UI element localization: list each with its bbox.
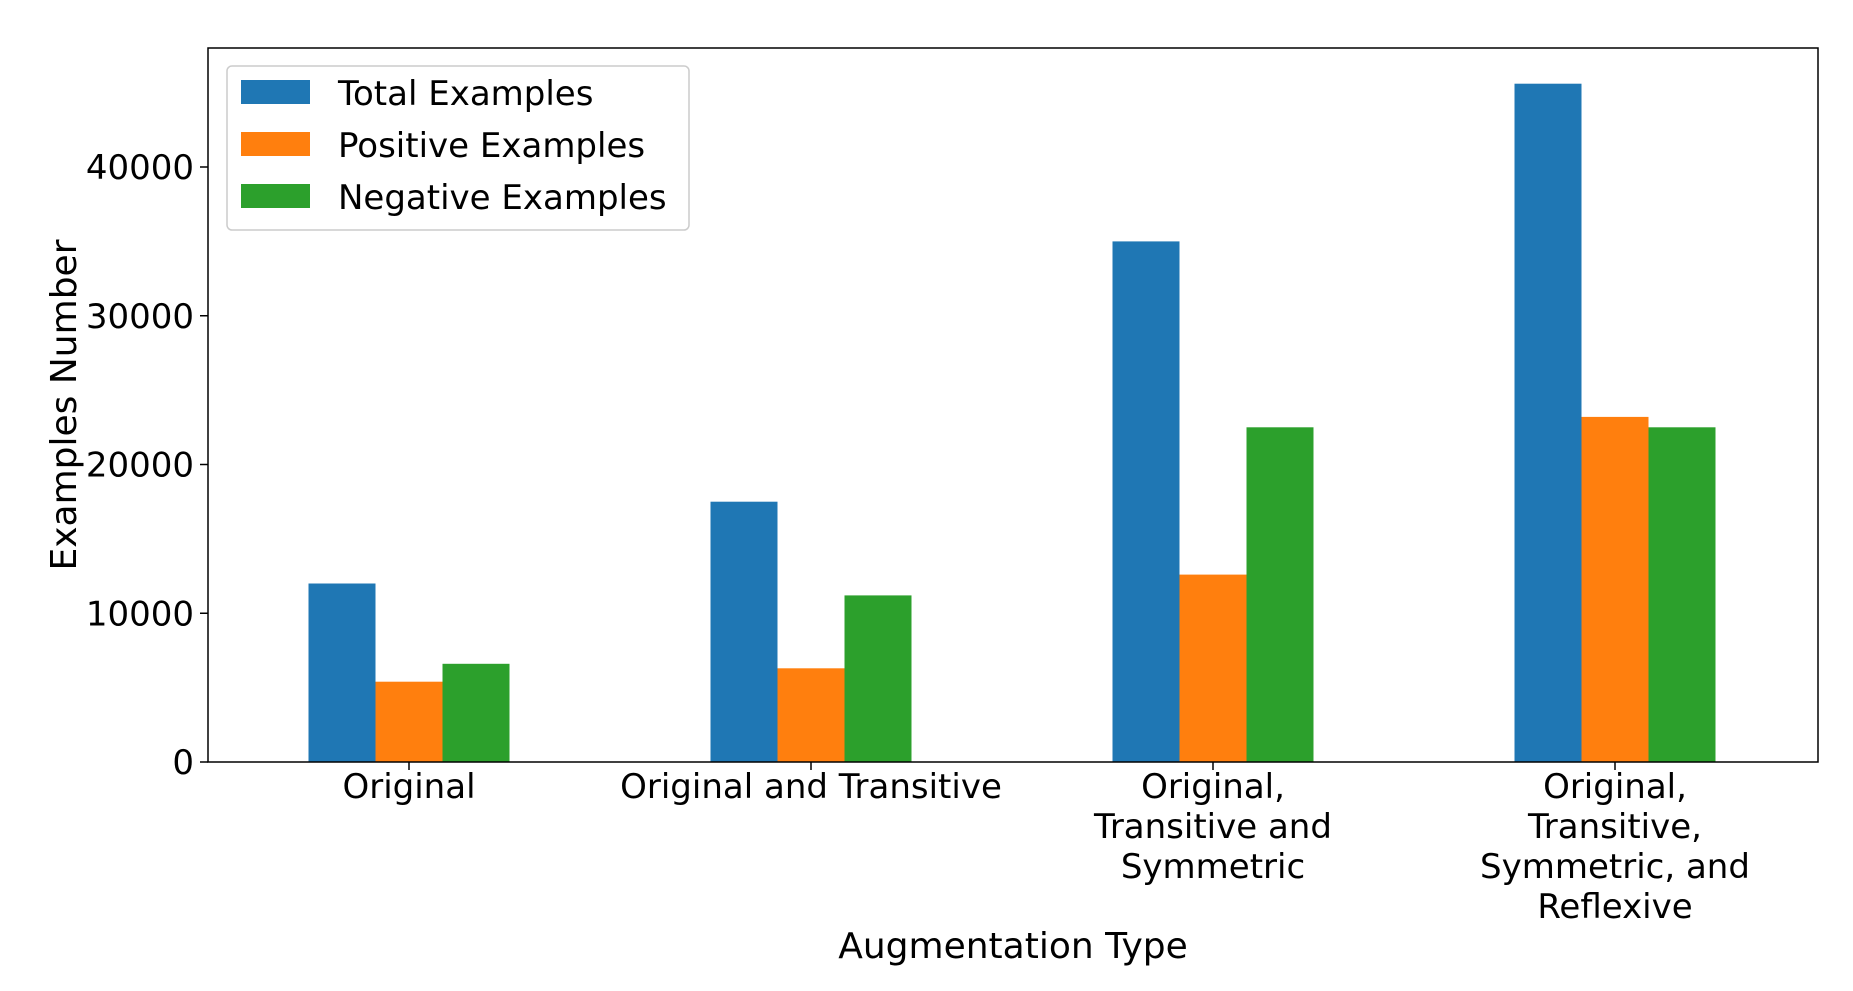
bars-group: [308, 83, 1716, 762]
legend-box: [226, 65, 690, 231]
legend-swatch: [241, 80, 310, 104]
bar-positive-examples-0: [375, 681, 443, 762]
bar-total-examples-3: [1514, 83, 1582, 762]
x-tick-label-line: Original,: [1543, 767, 1687, 807]
y-tick-label: 0: [172, 743, 194, 783]
x-tick-label-line: Transitive,: [1527, 807, 1702, 847]
y-tick-label: 10000: [86, 594, 194, 634]
x-tick-label-line: Reflexive: [1537, 887, 1692, 927]
x-tick-label: Original, Transitive, Symmetric, and Reflex…: [1480, 767, 1750, 927]
legend-swatch: [241, 184, 310, 208]
x-axis-label: Augmentation Type: [838, 926, 1188, 967]
y-tick-label: 40000: [86, 148, 194, 188]
bar-negative-examples-0: [442, 663, 510, 762]
x-tick-label-line: Original and Transitive: [620, 767, 1002, 807]
x-tick-label: Original, Transitive and Symmetric: [1093, 767, 1332, 887]
bar-total-examples-0: [308, 583, 376, 762]
legend-label: Positive Examples: [338, 126, 645, 166]
legend-label: Total Examples: [337, 74, 593, 114]
x-tick-label-line: Symmetric: [1121, 847, 1305, 887]
bar-negative-examples-3: [1648, 427, 1716, 762]
legend-label: Negative Examples: [338, 178, 667, 218]
x-tick-label-line: Original,: [1141, 767, 1285, 807]
legend-swatch: [241, 132, 310, 156]
bar-negative-examples-2: [1246, 427, 1314, 762]
x-tick-label-line: Original: [342, 767, 475, 807]
y-axis: 0 10000 20000 30000 40000: [86, 148, 208, 783]
x-tick-label-line: Symmetric, and: [1480, 847, 1750, 887]
y-tick-label: 20000: [86, 446, 194, 486]
bar-positive-examples-1: [777, 668, 845, 762]
x-tick-label-line: Transitive and: [1093, 807, 1332, 847]
plot-frame: [207, 47, 1819, 763]
legend: Total Examples Positive Examples Negative …: [226, 65, 690, 231]
y-tick-label: 30000: [86, 297, 194, 337]
bar-negative-examples-1: [844, 595, 912, 762]
y-axis-label: Examples Number: [44, 239, 85, 570]
bar-total-examples-2: [1112, 241, 1180, 762]
x-axis: Original Original and Transitive Original,…: [342, 762, 1750, 927]
x-tick-label: Original and Transitive: [620, 767, 1002, 807]
x-tick-label: Original: [342, 767, 475, 807]
bar-total-examples-1: [710, 501, 778, 762]
bar-positive-examples-3: [1581, 416, 1649, 762]
bar-positive-examples-2: [1179, 574, 1247, 762]
